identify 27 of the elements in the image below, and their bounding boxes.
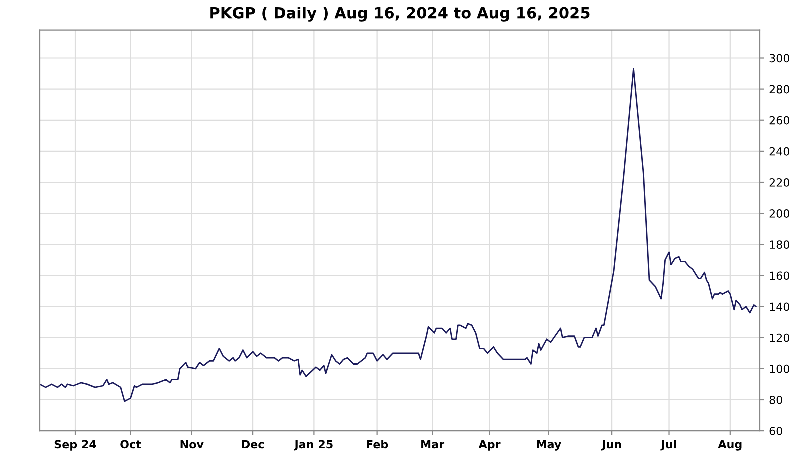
x-tick-label: Oct (120, 440, 142, 449)
chart-title: PKGP ( Daily ) Aug 16, 2024 to Aug 16, 2025 (210, 6, 590, 22)
y-tick-label: 280 (770, 85, 790, 94)
x-tick-label: Jul (660, 440, 676, 451)
y-tick-label: 260 (770, 116, 790, 125)
y-tick-label: 80 (770, 396, 782, 404)
y-tick-label: 60 (770, 427, 782, 436)
y-tick-label: 180 (770, 240, 790, 250)
x-tick-label: Mar (422, 440, 445, 449)
line-series (40, 68, 757, 402)
x-tick-label: Feb (367, 440, 388, 449)
x-tick-label: Sep 24 (54, 440, 96, 451)
y-tick-label: 240 (770, 147, 790, 156)
y-tick-label: 160 (770, 272, 790, 280)
x-tick-label: Jun (601, 440, 622, 451)
y-tick-label: 120 (770, 334, 790, 342)
y-tick-label: 200 (770, 210, 790, 218)
x-tick-label: May (537, 440, 562, 451)
y-tick-label: 220 (770, 178, 790, 187)
x-tick-label: Nov (180, 440, 204, 449)
y-tick-label: 140 (770, 302, 790, 312)
y-tick-label: 100 (770, 364, 790, 374)
x-tick-label: Dec (242, 440, 264, 449)
x-tick-label: Aug (718, 440, 742, 451)
x-tick-label: Apr (478, 440, 501, 451)
y-tick-label: 300 (770, 54, 790, 63)
x-tick-label: Jan 25 (294, 440, 333, 451)
